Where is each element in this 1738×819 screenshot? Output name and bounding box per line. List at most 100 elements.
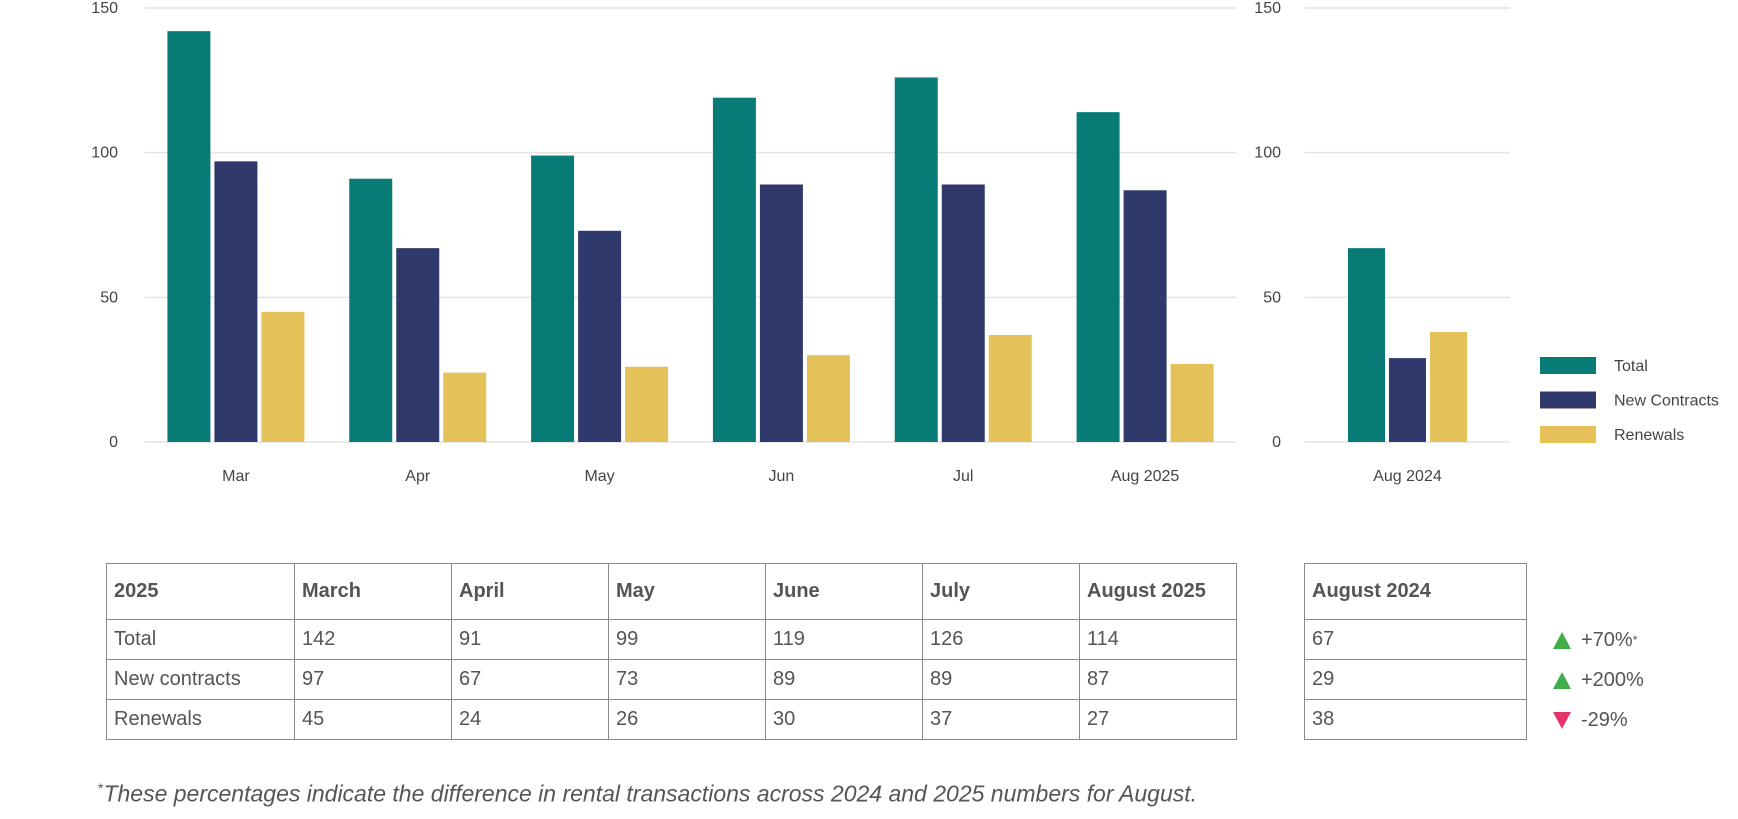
- legend: Total New Contracts Renewals: [1540, 357, 1719, 444]
- table-row: 29: [1304, 659, 1527, 700]
- y-tick-label: 0: [109, 434, 118, 451]
- table-cell: 126: [922, 619, 1080, 660]
- table-cell: 73: [608, 659, 766, 700]
- table-cell: 99: [608, 619, 766, 660]
- change-total: +70% *: [1553, 620, 1644, 660]
- footnote-text: These percentages indicate the differenc…: [103, 780, 1198, 807]
- bar-renewals: [806, 355, 850, 442]
- bar-renewals: [261, 311, 305, 442]
- legend-swatch: [1540, 426, 1596, 443]
- bar-renewals: [443, 372, 487, 442]
- table-header-cell: June: [765, 563, 923, 620]
- table-header-cell: March: [294, 563, 452, 620]
- up-arrow-icon: [1553, 631, 1571, 649]
- y-tick-label: 0: [1272, 434, 1281, 451]
- down-arrow-icon: [1553, 711, 1571, 729]
- table-cell: 26: [608, 699, 766, 740]
- row-label: New contracts: [106, 659, 295, 700]
- row-label: Total: [106, 619, 295, 660]
- table-cell: 91: [451, 619, 609, 660]
- x-tick-label: Mar: [222, 468, 250, 485]
- x-tick-label: Apr: [405, 468, 431, 485]
- table-cell: 119: [765, 619, 923, 660]
- table-header-cell: August 2024: [1304, 563, 1527, 620]
- bar-total: [894, 77, 938, 442]
- change-new-contracts: +200%: [1553, 660, 1644, 700]
- table-cell: 89: [922, 659, 1080, 700]
- table-cell: 114: [1079, 619, 1237, 660]
- bar-total: [1348, 248, 1385, 442]
- bar-new-contracts: [759, 184, 803, 442]
- change-star: *: [1632, 633, 1638, 647]
- table-cell: 142: [294, 619, 452, 660]
- bar-renewals: [1170, 363, 1214, 442]
- x-tick-label: May: [584, 468, 614, 485]
- table-header-cell: July: [922, 563, 1080, 620]
- table-cell: 97: [294, 659, 452, 700]
- change-text: -29%: [1581, 708, 1628, 731]
- bar-new-contracts: [214, 161, 258, 442]
- x-tick-label: Aug 2024: [1373, 468, 1442, 485]
- x-tick-label: Aug 2025: [1111, 468, 1180, 485]
- table-header-row: 2025 March April May June July August 20…: [106, 563, 1237, 620]
- table-cell: 30: [765, 699, 923, 740]
- y-tick-label: 150: [91, 0, 118, 17]
- table-row: 38: [1304, 699, 1527, 740]
- legend-label: Total: [1614, 358, 1648, 375]
- change-indicators: +70% * +200% -29%: [1553, 620, 1644, 740]
- table-row: Renewals 45 24 26 30 37 27: [106, 699, 1237, 740]
- bar-new-contracts: [396, 248, 440, 442]
- bar-total: [349, 178, 393, 442]
- table-cell: 89: [765, 659, 923, 700]
- table-2025: 2025 March April May June July August 20…: [106, 563, 1237, 740]
- table-row: New contracts 97 67 73 89 89 87: [106, 659, 1237, 700]
- table-row: 67: [1304, 619, 1527, 660]
- x-tick-label: Jun: [769, 468, 795, 485]
- table-header-cell: 2025: [106, 563, 295, 620]
- legend-label: New Contracts: [1614, 393, 1719, 410]
- table-cell: 29: [1304, 659, 1527, 700]
- table-cell: 87: [1079, 659, 1237, 700]
- y-tick-label: 50: [1263, 289, 1281, 306]
- table-header-cell: April: [451, 563, 609, 620]
- y-tick-label: 150: [1254, 0, 1281, 17]
- legend-swatch: [1540, 391, 1596, 409]
- y-tick-label: 50: [100, 289, 118, 306]
- bar-new-contracts: [1123, 190, 1167, 442]
- y-tick-label: 100: [1254, 145, 1281, 162]
- up-arrow-icon: [1553, 671, 1571, 689]
- bar-total: [167, 31, 211, 442]
- chart-1: 0 50 100 150 Mar Apr May Jun Jul Aug 2025: [91, 0, 1236, 485]
- legend-swatch: [1540, 357, 1596, 374]
- table-cell: 27: [1079, 699, 1237, 740]
- bar-new-contracts: [578, 230, 622, 442]
- bar-renewals: [1430, 332, 1467, 442]
- bar-renewals: [625, 366, 669, 442]
- table-cell: 45: [294, 699, 452, 740]
- row-label: Renewals: [106, 699, 295, 740]
- table-header-cell: May: [608, 563, 766, 620]
- bar-total: [531, 155, 575, 442]
- bar-new-contracts: [941, 184, 985, 442]
- table-cell: 67: [451, 659, 609, 700]
- chart-2: 0 50 100 150 Aug 2024: [1254, 0, 1510, 485]
- bar-renewals: [988, 334, 1032, 442]
- table-cell: 24: [451, 699, 609, 740]
- table-2024: August 2024 67 29 38: [1304, 563, 1527, 740]
- bar-total: [1076, 112, 1120, 442]
- x-tick-label: Jul: [953, 468, 973, 485]
- table-cell: 67: [1304, 619, 1527, 660]
- bar-charts: 0 50 100 150 Mar Apr May Jun Jul Aug 2025 0 50 100 15…: [91, 0, 1719, 485]
- table-header-row: August 2024: [1304, 563, 1527, 620]
- bar-total: [712, 97, 756, 443]
- legend-label: Renewals: [1614, 427, 1684, 444]
- change-text: +70%: [1581, 628, 1633, 651]
- bar-new-contracts: [1389, 358, 1426, 442]
- y-tick-label: 100: [91, 145, 118, 162]
- change-text: +200%: [1581, 668, 1644, 691]
- footnote-mark: *: [98, 780, 104, 796]
- table-row: Total 142 91 99 119 126 114: [106, 619, 1237, 660]
- table-cell: 38: [1304, 699, 1527, 740]
- table-header-cell: August 2025: [1079, 563, 1237, 620]
- change-renewals: -29%: [1553, 700, 1644, 740]
